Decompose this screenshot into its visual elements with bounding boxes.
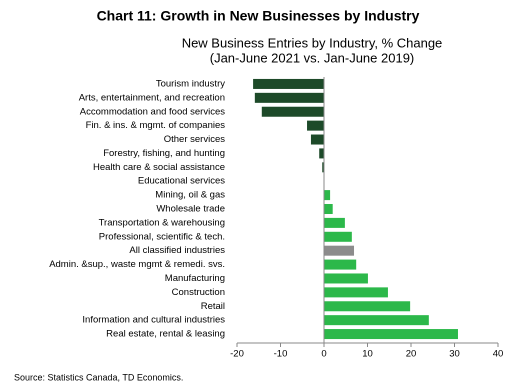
bar: [324, 287, 388, 298]
bar: [322, 162, 324, 173]
x-tick-label: 10: [362, 349, 373, 360]
y-tick-label: Fin. & ins. & mgmt. of companies: [86, 120, 226, 131]
y-tick-label: Mining, oil & gas: [155, 190, 225, 201]
y-tick-label: Retail: [201, 301, 225, 312]
bar: [324, 273, 368, 284]
x-tick-label: -10: [274, 349, 288, 360]
source-note: Source: Statistics Canada, TD Economics.: [14, 372, 183, 382]
y-tick-label: Tourism industry: [156, 78, 225, 89]
bar: [324, 217, 345, 228]
x-tick-label: -20: [230, 349, 244, 360]
bar: [319, 148, 324, 159]
bar: [324, 315, 429, 326]
bar: [261, 106, 324, 117]
y-tick-label: Arts, entertainment, and recreation: [79, 92, 225, 103]
y-tick-label: Other services: [164, 134, 225, 145]
bar: [307, 120, 324, 131]
y-tick-label: Health care & social assistance: [93, 162, 225, 173]
bar: [324, 203, 333, 215]
bar: [324, 190, 331, 201]
bar: [324, 301, 411, 312]
y-tick-label: Real estate, rental & leasing: [106, 329, 225, 340]
y-tick-label: Admin. &sup., waste mgmt & remedi. svs.: [49, 259, 225, 270]
bar: [324, 259, 357, 270]
x-tick-label: 40: [493, 349, 504, 360]
y-tick-label: Information and cultural industries: [82, 315, 225, 326]
y-tick-label: Forestry, fishing, and hunting: [103, 148, 225, 159]
chart-subtitle: New Business Entries by Industry, % Chan…: [182, 35, 443, 50]
bar: [310, 134, 324, 145]
bar: [324, 231, 352, 242]
bar: [254, 92, 324, 103]
x-tick-label: 0: [321, 349, 326, 360]
y-tick-label: Manufacturing: [165, 273, 225, 284]
y-tick-label: Educational services: [138, 176, 225, 187]
chart-title: Chart 11: Growth in New Businesses by In…: [97, 8, 420, 24]
x-tick-label: 20: [406, 349, 417, 360]
bar: [324, 329, 458, 340]
y-tick-label: Transportation & warehousing: [99, 217, 225, 228]
y-tick-label: Construction: [172, 287, 225, 298]
x-tick-label: 30: [449, 349, 460, 360]
y-tick-label: Wholesale trade: [156, 204, 225, 215]
chart-subtitle: (Jan-June 2021 vs. Jan-June 2019): [210, 50, 415, 65]
bar: [324, 245, 355, 256]
y-tick-label: Professional, scientific & tech.: [99, 231, 225, 242]
bar: [253, 78, 324, 89]
y-tick-label: All classified industries: [129, 245, 225, 256]
y-tick-label: Accommodation and food services: [80, 106, 225, 117]
